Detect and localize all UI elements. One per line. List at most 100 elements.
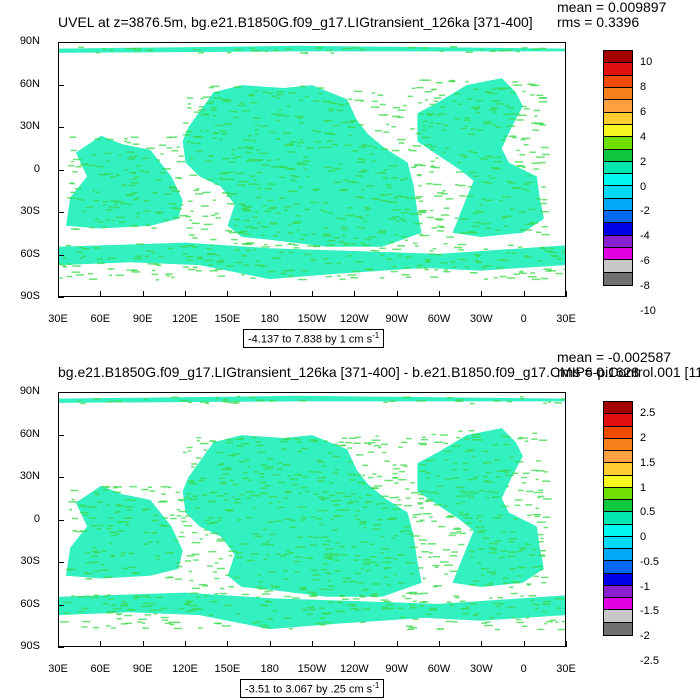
panel-2-field-speck <box>138 618 147 621</box>
panel-2-field-speck <box>75 530 83 533</box>
panel-1-field-speck <box>130 136 139 139</box>
panel-2-field-speck <box>311 593 317 595</box>
panel-1-field-speck <box>123 169 128 171</box>
panel-1-field-speck <box>182 133 188 136</box>
panel-2-field-speck <box>116 521 123 523</box>
panel-1-field-speck <box>78 199 85 201</box>
panel-1-field-speck <box>118 154 122 156</box>
panel-2-field-speck <box>182 451 187 454</box>
panel-1-field-speck <box>187 200 193 203</box>
panel-2-colorbar-label: -1 <box>640 580 650 593</box>
panel-1-field-speck <box>185 130 193 133</box>
panel-2-field-speck <box>234 498 239 500</box>
panel-2-field-speck <box>491 496 501 498</box>
panel-2-field-speck <box>373 445 381 447</box>
panel-2-field-speck <box>454 527 461 530</box>
panel-2-field-speck <box>496 613 501 615</box>
panel-2-field-speck <box>157 501 167 503</box>
panel-2-field-speck <box>440 434 448 436</box>
panel-1-field-speck <box>356 226 363 229</box>
panel-1-field-speck <box>246 160 255 162</box>
panel-2-colorbar <box>603 401 633 636</box>
panel-2-field-speck <box>296 450 302 453</box>
panel-2-field-speck <box>232 400 241 403</box>
panel-2-field-speck <box>493 516 502 519</box>
panel-2-field-speck <box>535 470 545 472</box>
panel-2-field-speck <box>118 521 127 523</box>
panel-1-field-speck <box>285 48 292 50</box>
panel-2-field-speck <box>298 474 303 476</box>
panel-1-field-speck <box>519 271 523 274</box>
panel-2-field-speck <box>434 566 439 569</box>
panel-1-field-speck <box>232 157 238 159</box>
panel-2-lat-label: 30N <box>19 470 40 482</box>
panel-1-field-speck <box>93 247 102 249</box>
panel-1-field-speck <box>391 125 396 128</box>
panel-1-field-speck <box>212 137 217 140</box>
panel-1-field-speck <box>299 238 304 241</box>
panel-2-field-speck <box>231 402 239 404</box>
panel-2-field-speck <box>299 586 307 589</box>
panel-2-field-speck <box>325 572 331 574</box>
panel-1-field-speck <box>151 273 159 276</box>
panel-1-field-speck <box>439 50 444 52</box>
panel-2-field-speck <box>260 543 269 545</box>
panel-1-field-speck <box>433 166 440 169</box>
panel-2-field-speck <box>339 595 345 598</box>
panel-2-field-speck <box>216 540 226 542</box>
panel-1-field-speck <box>262 204 267 207</box>
panel-2-field-speck <box>372 593 379 595</box>
panel-1-field-speck <box>304 95 309 98</box>
panel-2-field-speck <box>290 519 297 522</box>
panel-2-field-speck <box>425 613 432 615</box>
panel-2-field-speck <box>343 554 348 556</box>
panel-1-field-speck <box>522 90 526 93</box>
panel-1-field-speck <box>434 218 442 220</box>
panel-1-field-speck <box>407 148 411 151</box>
panel-2-field-speck <box>81 607 89 610</box>
panel-1-field-speck <box>478 204 484 206</box>
panel-2-field-speck <box>364 588 368 591</box>
panel-1-field-speck <box>522 188 527 191</box>
panel-1-colorbar-label: -10 <box>640 304 656 317</box>
panel-1-field-speck <box>124 140 128 143</box>
panel-1-field-speck <box>256 196 262 199</box>
panel-2-field-speck <box>195 457 202 459</box>
panel-1-field-speck <box>400 218 405 220</box>
panel-1-field-speck <box>362 143 366 146</box>
panel-1-field-speck <box>241 204 246 207</box>
panel-2-field-speck <box>247 466 251 468</box>
panel-2-field-speck <box>176 508 180 511</box>
panel-2-field-speck <box>371 528 381 530</box>
panel-2-field-speck <box>225 574 231 577</box>
panel-1-field-speck <box>439 262 448 264</box>
panel-2-field-speck <box>259 624 268 627</box>
panel-1-field-speck <box>229 110 238 113</box>
panel-1-field-speck <box>556 258 563 260</box>
panel-2-field-speck <box>198 583 208 586</box>
panel-2-field-speck <box>300 447 309 450</box>
panel-1-field-speck <box>330 52 335 54</box>
panel-2-field-speck <box>502 469 512 471</box>
panel-2-field-speck <box>539 550 547 552</box>
panel-2-field-speck <box>501 505 509 508</box>
panel-1-field-speck <box>536 94 544 97</box>
panel-1-field-speck <box>435 254 442 256</box>
panel-2-field-speck <box>108 598 114 600</box>
panel-1-field-speck <box>324 262 333 265</box>
panel-2-field-speck <box>186 493 191 495</box>
panel-2-field-speck <box>435 492 440 495</box>
panel-1-field-speck <box>105 218 110 221</box>
panel-1-field-speck <box>528 174 532 177</box>
panel-2-field-speck <box>386 604 395 606</box>
panel-1-field-speck <box>245 209 251 211</box>
panel-1-field-speck <box>486 227 492 230</box>
panel-2-field-speck <box>120 623 128 625</box>
panel-2-field-speck <box>494 492 498 494</box>
panel-2-field-speck <box>122 567 129 570</box>
panel-2-field-speck <box>108 517 114 520</box>
panel-1-field-speck <box>365 214 369 217</box>
panel-2-field-speck <box>444 564 453 566</box>
panel-1-field-speck <box>407 46 417 49</box>
panel-1-field-speck <box>370 249 375 252</box>
